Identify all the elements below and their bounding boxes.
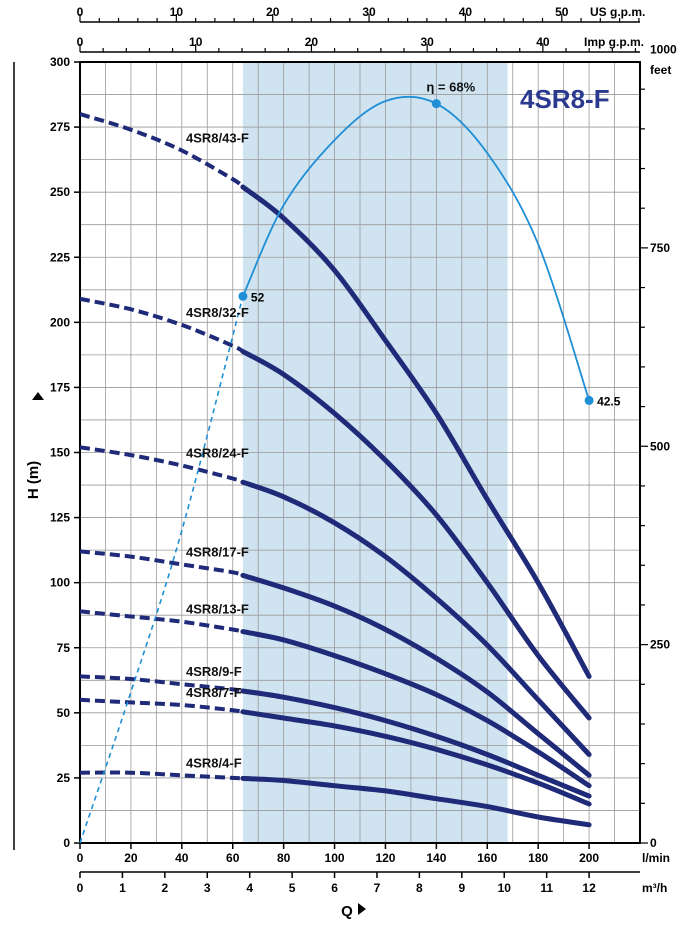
x-tick-label-m3h: 2: [162, 881, 169, 895]
series-dashed-4SR8/24-F: [79, 445, 244, 485]
x-arrow-icon: [358, 903, 366, 915]
x-tick-label-imp: 30: [420, 35, 434, 49]
series-solid-4SR8/24-F: [240, 479, 592, 757]
x-tick-label-m3h: 11: [540, 881, 553, 895]
x-tick-label-us: 40: [459, 5, 473, 19]
x-tick-label-m3h: 8: [416, 881, 423, 895]
y-tick-label-left: 175: [50, 380, 70, 394]
x-tick-label-main: 140: [426, 851, 446, 865]
x-tick-label-m3h: 9: [458, 881, 465, 895]
efficiency-point-label: 42.5: [597, 394, 621, 408]
x-tick-label-main: 100: [325, 851, 345, 865]
series-dashed-4SR8/32-F: [79, 296, 245, 354]
y-tick-label-right: 750: [650, 241, 670, 255]
series-solid-4SR8/4-F: [240, 775, 592, 828]
series-solid-4SR8/32-F: [240, 349, 592, 721]
x-tick-label-main: 180: [528, 851, 548, 865]
x-tick-label-us: 10: [170, 5, 184, 19]
x-tick-label-imp: 40: [536, 35, 550, 49]
x-tick-label-m3h: 10: [498, 881, 512, 895]
y-unit-right: feet: [650, 63, 671, 77]
series-dashed-4SR8/4-F: [79, 770, 243, 781]
y-tick-label-left: 75: [57, 641, 71, 655]
chart-title: 4SR8-F: [520, 84, 610, 114]
efficiency-curve-dashed: [79, 296, 244, 844]
y-tick-label-right: 1000: [650, 43, 677, 57]
efficiency-label: η = 68%: [426, 80, 475, 95]
series-dashed-4SR8/43-F: [79, 112, 245, 189]
y-axis-label: H (m): [25, 461, 42, 499]
x-tick-label-main: 40: [175, 851, 189, 865]
x-tick-label-main: 160: [477, 851, 497, 865]
x-tick-label-us: 0: [77, 5, 84, 19]
series-dashed-4SR8/9-F: [79, 674, 244, 693]
x-tick-label-m3h: 7: [374, 881, 381, 895]
x-tick-label-main: 20: [124, 851, 138, 865]
x-tick-label-us: 50: [555, 5, 569, 19]
x-tick-label-main: 0: [77, 851, 84, 865]
x-tick-label-m3h: 12: [582, 881, 596, 895]
x-tick-label-us: 20: [266, 5, 280, 19]
x-tick-label-main: 60: [226, 851, 240, 865]
efficiency-point-label: 52: [251, 290, 265, 304]
x-tick-label-m3h: 6: [331, 881, 338, 895]
series-solid-4SR8/17-F: [240, 572, 592, 778]
series-label: 4SR8/24-F: [186, 446, 249, 461]
series-label: 4SR8/9-F: [186, 664, 242, 679]
x-tick-label-imp: 10: [189, 35, 203, 49]
y-tick-label-left: 150: [50, 446, 70, 460]
x-tick-label-main: 80: [277, 851, 291, 865]
series-dashed-4SR8/13-F: [79, 609, 244, 634]
efficiency-point: [431, 99, 441, 109]
x-tick-label-imp: 0: [77, 35, 84, 49]
y-tick-label-right: 0: [650, 836, 657, 850]
efficiency-point: [238, 291, 248, 301]
y-tick-label-left: 0: [63, 836, 70, 850]
x-tick-label-m3h: 0: [77, 881, 84, 895]
y-tick-label-left: 125: [50, 511, 70, 525]
y-tick-label-left: 275: [50, 120, 70, 134]
y-tick-label-right: 250: [650, 638, 670, 652]
x-unit-main: l/min: [642, 851, 670, 865]
series-label: 4SR8/43-F: [186, 131, 249, 146]
y-tick-label-left: 250: [50, 185, 70, 199]
y-tick-label-left: 25: [57, 771, 71, 785]
y-tick-label-left: 50: [57, 706, 71, 720]
series-solid-4SR8/13-F: [240, 629, 592, 789]
efficiency-point: [584, 395, 594, 405]
y-tick-label-left: 100: [50, 576, 70, 590]
series-dashed-4SR8/7-F: [79, 697, 244, 714]
x-unit-us: US g.p.m.: [590, 5, 645, 19]
x-unit-m3h: m³/h: [642, 881, 667, 895]
series-solid-4SR8/7-F: [240, 709, 592, 807]
x-tick-label-us: 30: [362, 5, 376, 19]
y-tick-label-left: 200: [50, 315, 70, 329]
series-label: 4SR8/7-F: [186, 685, 242, 700]
x-unit-imp: Imp g.p.m.: [584, 35, 644, 49]
x-tick-label-m3h: 1: [119, 881, 126, 895]
efficiency-curve: [242, 95, 590, 401]
series-solid-4SR8/9-F: [240, 688, 592, 799]
x-tick-label-main: 120: [375, 851, 395, 865]
x-tick-label-m3h: 4: [246, 881, 253, 895]
series-label: 4SR8/13-F: [186, 602, 249, 617]
x-tick-label-imp: 20: [305, 35, 319, 49]
x-axis-label: Q: [341, 903, 353, 920]
series-label: 4SR8/17-F: [186, 544, 249, 559]
x-tick-label-m3h: 3: [204, 881, 211, 895]
y-tick-label-left: 225: [50, 250, 70, 264]
series-label: 4SR8/32-F: [186, 305, 249, 320]
y-tick-label-left: 300: [50, 55, 70, 69]
series-solid-4SR8/43-F: [240, 184, 592, 679]
x-tick-label-m3h: 5: [289, 881, 296, 895]
y-arrow-icon: [32, 392, 44, 400]
x-tick-label-main: 200: [579, 851, 599, 865]
y-tick-label-right: 500: [650, 439, 670, 453]
series-dashed-4SR8/17-F: [79, 549, 244, 578]
series-label: 4SR8/4-F: [186, 755, 242, 770]
